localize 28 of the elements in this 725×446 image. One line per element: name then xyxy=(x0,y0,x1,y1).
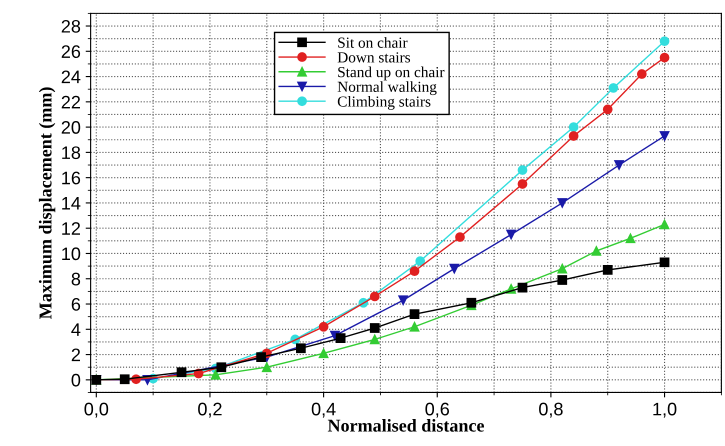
x-tick-label: 0,8 xyxy=(539,402,563,418)
x-tick-label: 0,0 xyxy=(84,402,108,418)
legend-label: Sit on chair xyxy=(338,37,408,48)
y-axis-title: Maximum displacement (mm) xyxy=(38,87,56,319)
y-tick-label: 20 xyxy=(62,121,80,134)
y-tick-label: 4 xyxy=(71,323,80,336)
legend-label: Stand up on chair xyxy=(338,66,444,80)
x-tick-label: 0,4 xyxy=(312,402,336,418)
y-tick-label: 8 xyxy=(72,272,80,286)
y-tick-label: 12 xyxy=(62,222,80,235)
x-tick-label: 0,6 xyxy=(425,402,450,418)
y-tick-label: 18 xyxy=(62,146,80,160)
y-tick-label: 2 xyxy=(72,348,80,362)
y-tick-label: 14 xyxy=(62,197,80,210)
x-axis-title: Normalised distance xyxy=(328,419,484,432)
legend-label: Down stairs xyxy=(338,52,410,63)
y-tick-label: 28 xyxy=(62,20,80,33)
legend-label: Normal walking xyxy=(338,81,437,96)
y-tick-label: 26 xyxy=(62,45,80,58)
y-tick-label: 6 xyxy=(72,298,80,311)
legend-label: Climbing stairs xyxy=(338,96,430,110)
y-tick-label: 10 xyxy=(62,247,80,260)
y-tick-label: 0 xyxy=(72,374,80,387)
x-tick-label: 1,0 xyxy=(653,402,676,418)
y-tick-label: 24 xyxy=(62,70,80,84)
y-tick-label: 22 xyxy=(62,96,80,108)
y-tick-label: 16 xyxy=(62,172,80,184)
x-tick-label: 0,2 xyxy=(198,402,222,418)
